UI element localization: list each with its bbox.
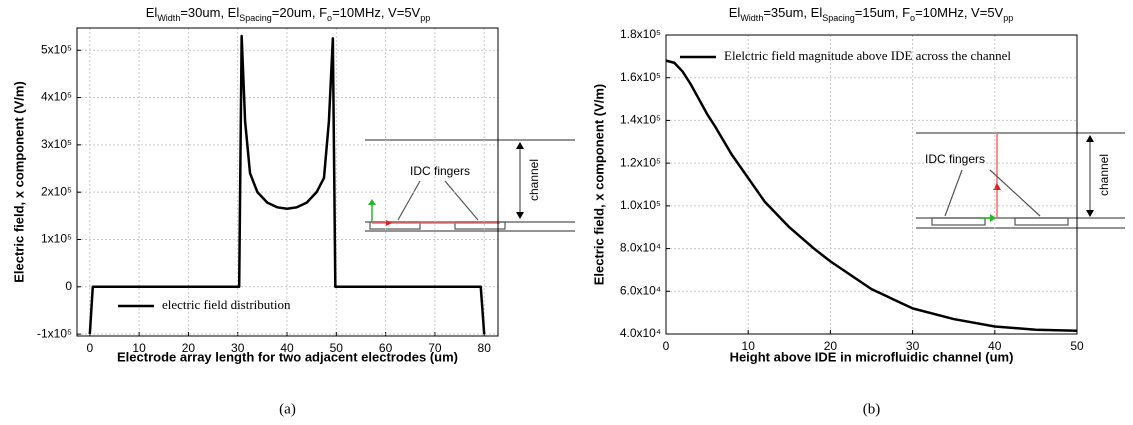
title-part: =10MHz, V=5V [915,5,1003,20]
y-axis-title: Electric field, x component (V/m) [591,84,606,286]
x-tick-label: 10 [742,339,756,353]
title-part: Width [740,13,763,23]
legend-label: electric field distribution [162,297,291,312]
inset-diagram [365,139,575,232]
x-tick-label: 30 [906,339,920,353]
y-tick-label: 1.2x10⁵ [620,155,661,169]
x-tick-label: 30 [231,341,245,355]
line-series [665,59,1078,333]
x-tick-label: 20 [182,341,196,355]
y-tick-label: 1.0x10⁵ [620,198,661,212]
legend-label: Elelctric field magnitude above IDE acro… [724,48,1011,63]
annotation: channel [1097,154,1111,196]
y-tick-label: 4.0x10⁴ [620,326,661,340]
title-part: =35um, El [763,5,822,20]
y-tick-label: 2x10⁵ [41,184,72,198]
y-tick-label: -1x10⁵ [37,326,72,340]
x-tick-label: 80 [478,341,492,355]
annotation: channel [527,159,541,201]
x-tick-label: 50 [330,341,344,355]
y-tick-label: 1.6x10⁵ [620,70,661,84]
title-part: o [327,13,332,23]
chart-title: ElWidth=35um, ElSpacing=15um, Fo=10MHz, … [729,5,1013,23]
plot-frame [76,27,499,337]
x-tick-label: 40 [988,339,1002,353]
y-tick-label: 0 [65,279,72,293]
caption: (a) [279,401,296,417]
y-tick-label: 6.0x10⁴ [620,283,661,297]
title-part: =15um, F [855,5,910,20]
x-tick-label: 0 [663,339,670,353]
chart-title: ElWidth=30um, ElSpacing=20um, Fo=10MHz, … [146,5,430,23]
inset-diagram [916,132,1125,229]
x-tick-label: 60 [379,341,393,355]
y-axis-title: Electric field, x component (V/m) [11,81,26,283]
y-tick-label: 3x10⁵ [41,137,72,151]
x-tick-label: 10 [132,341,146,355]
y-tick-label: 1.4x10⁵ [620,113,661,127]
x-axis-title: Electrode array length for two adjacent … [117,349,458,364]
x-tick-label: 0 [86,341,93,355]
y-tick-label: 8.0x10⁴ [620,241,661,255]
plot-frame [665,34,1078,335]
y-tick-label: 4x10⁵ [41,90,72,104]
line-series [88,34,486,335]
title-part: Spacing [822,13,855,23]
annotation: IDC fingers [925,152,985,166]
x-axis-title: Height above IDE in microfluidic channel… [730,349,1014,364]
title-part: pp [1003,13,1013,23]
title-part: El [146,5,158,20]
y-tick-label: 1.8x10⁵ [620,27,661,41]
title-part: El [729,5,741,20]
title-part: Width [157,13,180,23]
title-part: =10MHz, V=5V [332,5,420,20]
y-tick-label: 5x10⁵ [41,42,72,56]
annotation: IDC fingers [410,164,470,178]
y-tick-label: 1x10⁵ [41,232,72,246]
caption: (b) [863,401,881,417]
x-tick-label: 40 [280,341,294,355]
title-part: pp [420,13,430,23]
title-part: Spacing [239,13,272,23]
title-part: o [910,13,915,23]
title-part: =30um, El [180,5,239,20]
x-tick-label: 20 [824,339,838,353]
x-tick-label: 50 [1070,339,1084,353]
title-part: =20um, F [272,5,327,20]
x-tick-label: 70 [428,341,442,355]
